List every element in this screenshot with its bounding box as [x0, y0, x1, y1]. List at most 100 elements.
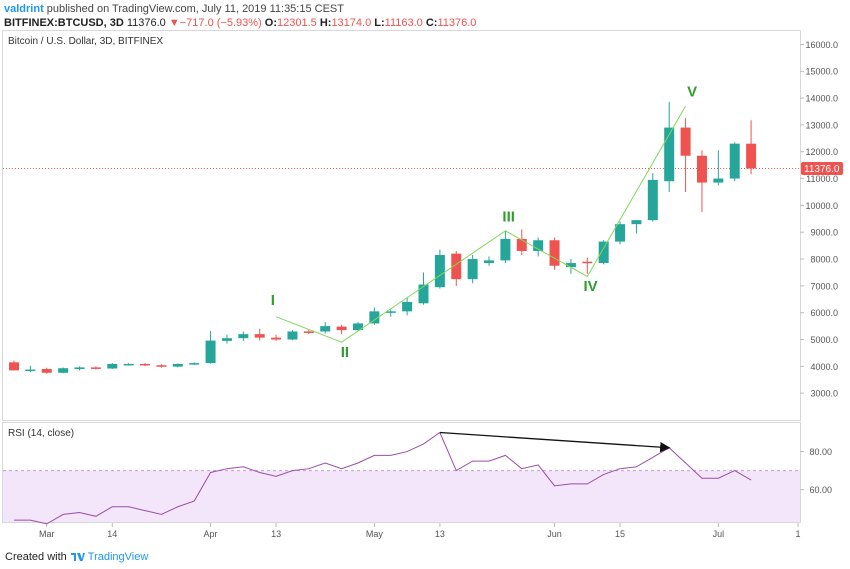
candle-body — [418, 284, 429, 304]
candle-body — [746, 143, 757, 169]
candle-up — [25, 365, 36, 373]
candle-up — [418, 272, 429, 305]
candle-up — [238, 331, 249, 341]
chart-frame[interactable]: Bitcoin / U.S. Dollar, 3D, BITFINEX RSI … — [0, 30, 850, 550]
price-change: −717.0 (−5.93%) — [179, 17, 262, 29]
candle-down — [336, 324, 347, 335]
open-label: O: — [264, 17, 277, 29]
candle-body — [123, 363, 134, 366]
x-tick-label: Jun — [547, 529, 562, 539]
candle-body — [238, 334, 249, 339]
candle-body — [680, 127, 691, 156]
published-text: published on TradingView.com, July 11, 2… — [46, 3, 344, 15]
candle-body — [352, 323, 363, 331]
low-value: 11163.0 — [384, 17, 423, 29]
candle-up — [107, 363, 118, 370]
candles-layer — [9, 102, 757, 374]
candle-body — [598, 241, 609, 264]
candle-body — [385, 311, 396, 313]
candle-down — [271, 334, 282, 341]
candle-body — [140, 363, 151, 366]
candle-down — [156, 364, 167, 368]
tradingview-brand[interactable]: TradingView — [70, 551, 149, 563]
chart-canvas[interactable]: Bitcoin / U.S. Dollar, 3D, BITFINEX RSI … — [0, 30, 850, 550]
price-tick-label: 15000.0 — [805, 67, 838, 77]
ohlc-line: BITFINEX:BTCUSD, 3D 11376.0 ▼−717.0 (−5.… — [4, 17, 476, 29]
footer: Created with TradingView — [5, 551, 148, 563]
candle-down — [254, 328, 265, 341]
x-tick-label: Jul — [713, 529, 725, 539]
candle-down — [696, 150, 707, 213]
tradingview-brand-label: TradingView — [87, 551, 149, 563]
candle-body — [565, 263, 576, 268]
x-tick-label: Mar — [39, 529, 55, 539]
candle-up — [352, 322, 363, 331]
candle-up — [598, 240, 609, 265]
candle-down — [90, 366, 101, 370]
rsi-pane-title: RSI (14, close) — [8, 428, 74, 439]
candle-up — [713, 150, 724, 186]
close-label: C: — [425, 17, 438, 29]
candle-body — [696, 155, 707, 183]
candle-body — [74, 367, 85, 370]
candle-down — [680, 118, 691, 192]
price-pane-title: Bitcoin / U.S. Dollar, 3D, BITFINEX — [8, 36, 163, 47]
wave-label-IV: IV — [583, 278, 597, 295]
candle-body — [336, 326, 347, 331]
candle-down — [582, 257, 593, 274]
candle-body — [582, 261, 593, 264]
price-tick-label: 3000.0 — [810, 389, 838, 399]
candle-body — [484, 260, 495, 264]
price-pane-frame — [2, 30, 801, 421]
x-tick-label: May — [366, 529, 384, 539]
candle-up — [287, 330, 298, 341]
publisher-name[interactable]: valdrint — [4, 3, 44, 15]
candle-body — [647, 179, 658, 221]
candle-body — [41, 369, 52, 373]
candle-body — [58, 368, 69, 373]
candle-body — [156, 365, 167, 367]
candle-up — [385, 309, 396, 317]
price-y-axis: 16000.0 15000.0 14000.0 13000.0 12000.0 11000… — [800, 40, 838, 399]
x-tick-label: 13 — [271, 529, 281, 539]
candle-up — [615, 221, 626, 245]
candle-up — [402, 297, 413, 316]
wave-label-V: V — [687, 84, 697, 101]
candle-up — [729, 142, 740, 182]
candle-up — [631, 220, 642, 234]
x-tick-label: 13 — [435, 529, 445, 539]
candle-up — [434, 249, 445, 289]
candle-down — [41, 367, 52, 374]
rsi-band — [3, 470, 800, 522]
last-price-tag: 11376.0 — [801, 161, 843, 175]
rsi-tick-label: 80.00 — [809, 447, 832, 457]
wave-label-I: I — [271, 292, 275, 309]
candle-body — [9, 362, 19, 371]
candle-body — [369, 311, 380, 324]
candle-body — [533, 240, 544, 251]
candle-body — [713, 178, 724, 183]
candle-body — [254, 334, 265, 338]
high-value: 13174.0 — [331, 17, 372, 29]
x-tick-label: 14 — [107, 529, 117, 539]
candle-up — [500, 230, 511, 264]
price-tick-label: 12000.0 — [805, 147, 838, 157]
candle-body — [467, 259, 478, 280]
candle-down — [549, 237, 560, 270]
candle-body — [451, 253, 462, 280]
close-value: 11376.0 — [437, 17, 477, 29]
open-value: 12301.5 — [277, 17, 317, 29]
candle-body — [549, 240, 560, 266]
price-tick-label: 4000.0 — [810, 362, 838, 372]
candle-body — [615, 224, 626, 242]
candle-up — [647, 173, 658, 222]
change-arrow-icon: ▼ — [168, 17, 180, 29]
rsi-pane-frame — [2, 422, 801, 523]
candle-body — [434, 255, 445, 288]
symbol-label: BITFINEX:BTCUSD, 3D — [4, 17, 124, 29]
candle-up — [533, 237, 544, 257]
candle-up — [484, 256, 495, 266]
candle-down — [9, 360, 19, 371]
x-tick-label: Apr — [204, 529, 218, 539]
candle-body — [631, 220, 642, 225]
